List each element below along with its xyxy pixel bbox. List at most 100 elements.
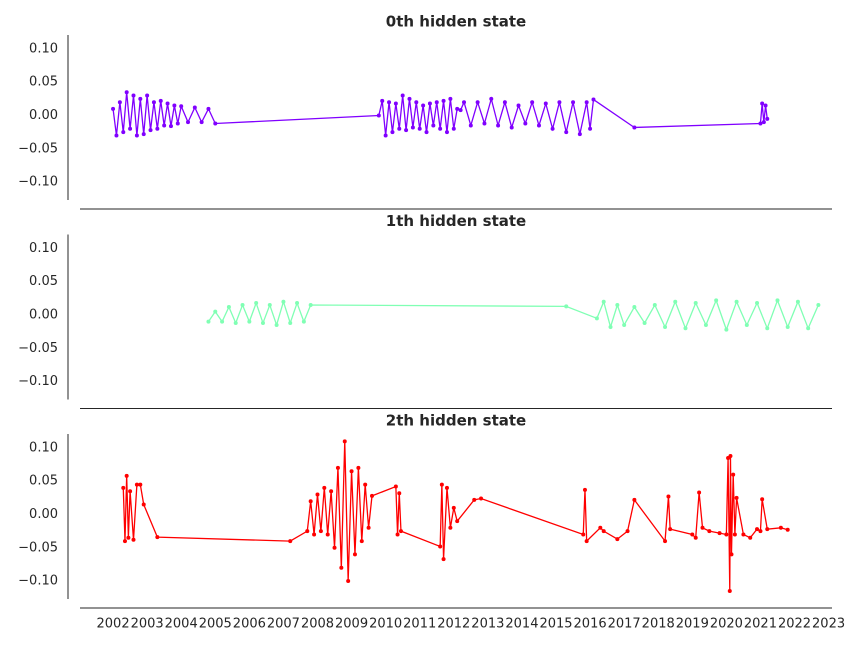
point xyxy=(693,535,698,540)
point xyxy=(543,101,548,106)
point xyxy=(758,121,763,126)
point xyxy=(666,494,671,499)
point xyxy=(582,487,587,492)
point xyxy=(398,529,403,534)
point xyxy=(717,531,722,536)
point xyxy=(444,485,449,490)
point xyxy=(267,303,272,308)
point xyxy=(155,126,160,131)
point xyxy=(329,489,334,494)
point xyxy=(816,303,821,308)
point xyxy=(138,482,143,487)
point xyxy=(729,552,734,557)
point xyxy=(332,545,337,550)
point xyxy=(732,532,737,537)
point xyxy=(122,539,127,544)
point xyxy=(288,320,293,325)
point xyxy=(765,527,770,532)
y-tick-label: −0.10 xyxy=(18,175,58,190)
point xyxy=(724,327,729,332)
point xyxy=(131,93,136,98)
point xyxy=(407,96,412,101)
point xyxy=(349,469,354,474)
point xyxy=(404,128,409,133)
point xyxy=(335,465,340,470)
point xyxy=(683,326,688,331)
point xyxy=(179,104,184,109)
point xyxy=(172,103,177,108)
point xyxy=(134,133,139,138)
point xyxy=(775,298,780,303)
point xyxy=(376,113,381,118)
point xyxy=(536,123,541,128)
point xyxy=(785,527,790,532)
point xyxy=(557,100,562,105)
point xyxy=(652,303,657,308)
point xyxy=(274,322,279,327)
point xyxy=(117,100,122,105)
point xyxy=(475,100,480,105)
x-tick-label: 2016 xyxy=(574,617,607,632)
point xyxy=(318,529,323,534)
y-tick-label: −0.05 xyxy=(18,540,58,555)
point xyxy=(778,525,783,530)
point xyxy=(663,324,668,329)
point xyxy=(308,303,313,308)
point xyxy=(393,484,398,489)
point xyxy=(608,324,613,329)
point xyxy=(312,532,317,537)
point xyxy=(288,539,293,544)
point xyxy=(468,123,473,128)
point xyxy=(714,298,719,303)
point xyxy=(352,552,357,557)
point xyxy=(131,537,136,542)
x-tick-label: 2021 xyxy=(744,617,777,632)
point xyxy=(141,132,146,137)
point xyxy=(755,301,760,306)
point xyxy=(213,121,218,126)
point xyxy=(622,322,627,327)
point xyxy=(325,532,330,537)
x-tick-label: 2018 xyxy=(642,617,675,632)
series-line xyxy=(122,441,788,592)
point xyxy=(366,525,371,530)
point xyxy=(162,123,167,128)
point xyxy=(516,103,521,108)
point xyxy=(387,100,392,105)
point xyxy=(727,589,732,594)
y-tick-label: −0.10 xyxy=(18,574,58,589)
point xyxy=(451,126,456,131)
y-tick-label: −0.05 xyxy=(18,141,58,156)
point xyxy=(482,121,487,126)
point xyxy=(502,100,507,105)
point xyxy=(462,100,467,105)
point xyxy=(455,106,460,111)
point xyxy=(186,120,191,125)
point xyxy=(111,106,116,111)
point xyxy=(339,565,344,570)
x-tick-label: 2013 xyxy=(471,617,504,632)
point xyxy=(121,485,126,490)
point xyxy=(795,299,800,304)
point xyxy=(439,482,444,487)
point xyxy=(785,324,790,329)
point xyxy=(724,532,729,537)
x-tick-label: 2022 xyxy=(778,617,811,632)
point xyxy=(414,100,419,105)
point xyxy=(226,305,231,310)
point xyxy=(642,320,647,325)
x-tick-label: 2003 xyxy=(131,617,164,632)
point xyxy=(581,532,586,537)
point xyxy=(496,123,501,128)
point xyxy=(134,482,139,487)
x-tick-label: 2012 xyxy=(437,617,470,632)
y-tick-label: 0.00 xyxy=(29,308,58,323)
x-tick-label: 2007 xyxy=(267,617,300,632)
point xyxy=(615,537,620,542)
point xyxy=(700,525,705,530)
point xyxy=(489,96,494,101)
point xyxy=(148,128,153,133)
point xyxy=(601,299,606,304)
point xyxy=(260,320,265,325)
point xyxy=(400,93,405,98)
